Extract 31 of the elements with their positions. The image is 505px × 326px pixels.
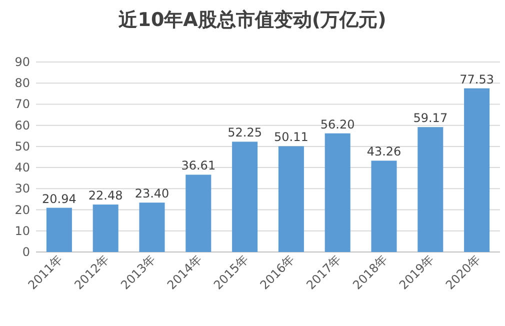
- y-tick-label: 10: [14, 224, 30, 238]
- y-tick-label: 60: [14, 118, 30, 132]
- y-tick-label: 50: [14, 139, 30, 154]
- data-label: 22.48: [88, 188, 123, 203]
- bar: [92, 204, 118, 252]
- bar: [324, 133, 350, 252]
- y-tick-label: 40: [14, 160, 30, 175]
- data-label: 77.53: [460, 72, 494, 86]
- data-label: 23.40: [134, 186, 170, 201]
- data-label: 52.25: [228, 126, 262, 140]
- bar: [46, 208, 72, 252]
- bar: [464, 88, 490, 252]
- bar: [371, 160, 397, 252]
- bar: [232, 142, 258, 252]
- data-label: 20.94: [42, 192, 76, 206]
- y-tick-label: 30: [14, 182, 30, 196]
- data-label: 43.26: [366, 144, 402, 159]
- data-label: 59.17: [413, 111, 448, 126]
- y-tick-label: 90: [14, 55, 30, 69]
- bar: [418, 127, 444, 252]
- y-tick-label: 70: [14, 97, 30, 112]
- data-label: 56.20: [320, 117, 355, 132]
- data-label: 36.61: [181, 158, 216, 173]
- y-tick-label: 0: [22, 245, 30, 259]
- data-label: 50.11: [274, 130, 308, 144]
- chart-title: 近10年A股总市值变动(万亿元): [118, 9, 386, 31]
- bar: [278, 146, 304, 252]
- bar: [186, 174, 212, 252]
- y-tick-label: 20: [14, 202, 30, 217]
- y-tick-label: 80: [14, 76, 30, 90]
- bar: [139, 202, 165, 252]
